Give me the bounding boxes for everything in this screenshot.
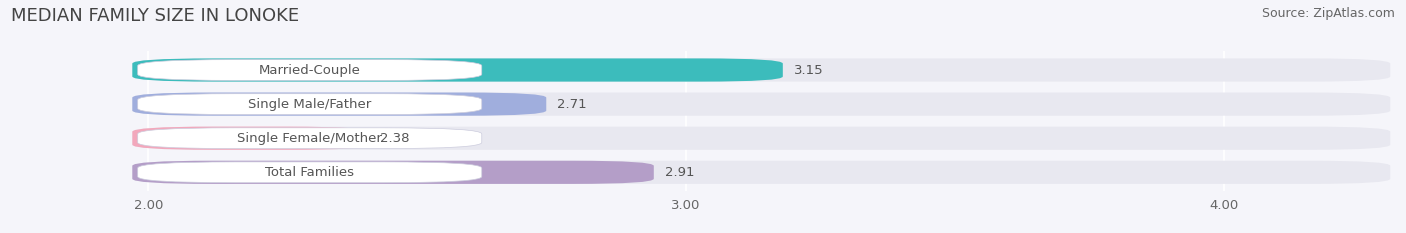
FancyBboxPatch shape [132,58,783,82]
Text: 2.91: 2.91 [665,166,695,179]
FancyBboxPatch shape [138,60,482,80]
FancyBboxPatch shape [138,128,482,149]
FancyBboxPatch shape [132,127,368,150]
FancyBboxPatch shape [138,94,482,114]
FancyBboxPatch shape [138,162,482,183]
Text: Source: ZipAtlas.com: Source: ZipAtlas.com [1261,7,1395,20]
Text: MEDIAN FAMILY SIZE IN LONOKE: MEDIAN FAMILY SIZE IN LONOKE [11,7,299,25]
Text: Single Female/Mother: Single Female/Mother [238,132,382,145]
FancyBboxPatch shape [132,58,1391,82]
FancyBboxPatch shape [132,93,547,116]
FancyBboxPatch shape [132,127,1391,150]
Text: Total Families: Total Families [266,166,354,179]
Text: 3.15: 3.15 [793,64,823,76]
Text: Single Male/Father: Single Male/Father [247,98,371,111]
Text: 2.71: 2.71 [557,98,586,111]
FancyBboxPatch shape [132,161,654,184]
FancyBboxPatch shape [132,161,1391,184]
Text: Married-Couple: Married-Couple [259,64,361,76]
FancyBboxPatch shape [132,93,1391,116]
Text: 2.38: 2.38 [380,132,409,145]
